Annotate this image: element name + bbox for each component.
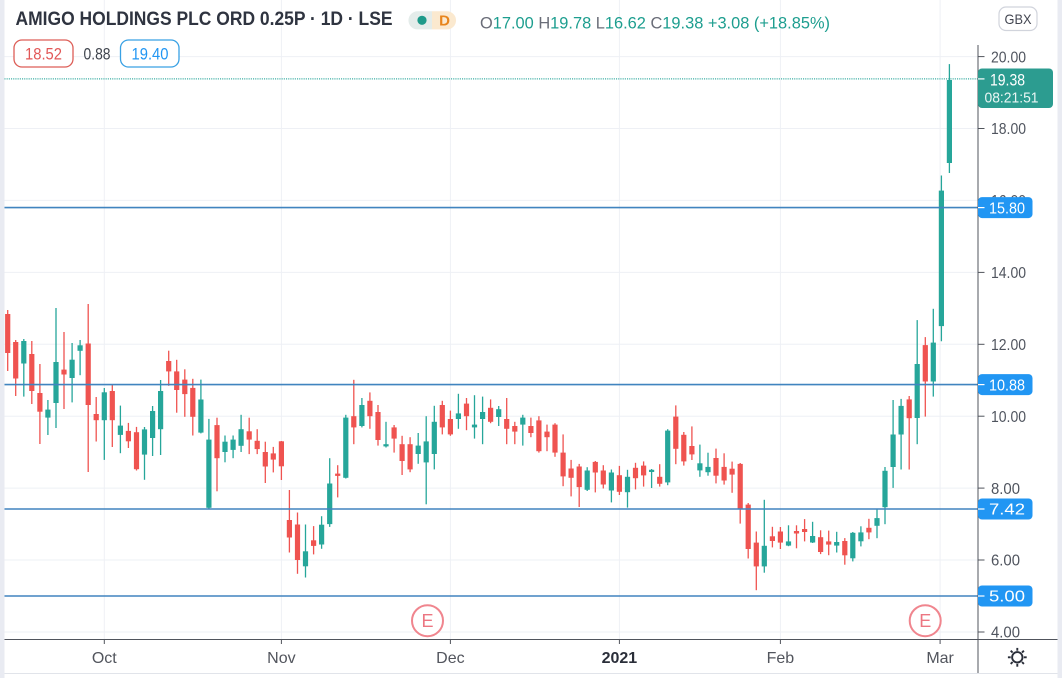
svg-text:10.00: 10.00 <box>991 409 1026 426</box>
svg-text:12.00: 12.00 <box>991 337 1026 354</box>
svg-text:20.00: 20.00 <box>991 49 1026 66</box>
svg-text:0.88: 0.88 <box>84 45 111 64</box>
svg-text:Feb: Feb <box>767 650 795 667</box>
svg-text:08:21:51: 08:21:51 <box>985 90 1039 107</box>
svg-text:O17.00 H19.78 L16.62 C19.38 +3: O17.00 H19.78 L16.62 C19.38 +3.08 (+18.8… <box>480 14 830 33</box>
svg-text:19.40: 19.40 <box>132 45 169 64</box>
svg-text:18.52: 18.52 <box>25 45 62 64</box>
svg-text:6.00: 6.00 <box>991 553 1020 570</box>
svg-text:18.00: 18.00 <box>991 121 1026 138</box>
svg-text:15.80: 15.80 <box>989 200 1025 217</box>
svg-text:4.00: 4.00 <box>991 625 1020 642</box>
svg-text:5.00: 5.00 <box>989 589 1025 606</box>
svg-text:GBX: GBX <box>1005 11 1033 27</box>
svg-text:D: D <box>439 13 450 30</box>
svg-text:Oct: Oct <box>92 650 117 667</box>
svg-text:2021: 2021 <box>602 650 638 667</box>
svg-text:14.00: 14.00 <box>991 265 1026 282</box>
svg-text:7.42: 7.42 <box>989 502 1025 519</box>
svg-text:8.00: 8.00 <box>991 481 1020 498</box>
svg-text:AMIGO HOLDINGS PLC ORD 0.25P ·: AMIGO HOLDINGS PLC ORD 0.25P · 1D · LSE <box>16 9 393 30</box>
svg-text:Dec: Dec <box>436 650 464 667</box>
svg-text:19.38: 19.38 <box>990 72 1025 90</box>
svg-text:E: E <box>919 611 931 631</box>
svg-text:Mar: Mar <box>926 650 954 667</box>
svg-text:10.88: 10.88 <box>989 377 1025 394</box>
svg-text:Nov: Nov <box>267 650 295 667</box>
svg-text:E: E <box>421 611 433 631</box>
